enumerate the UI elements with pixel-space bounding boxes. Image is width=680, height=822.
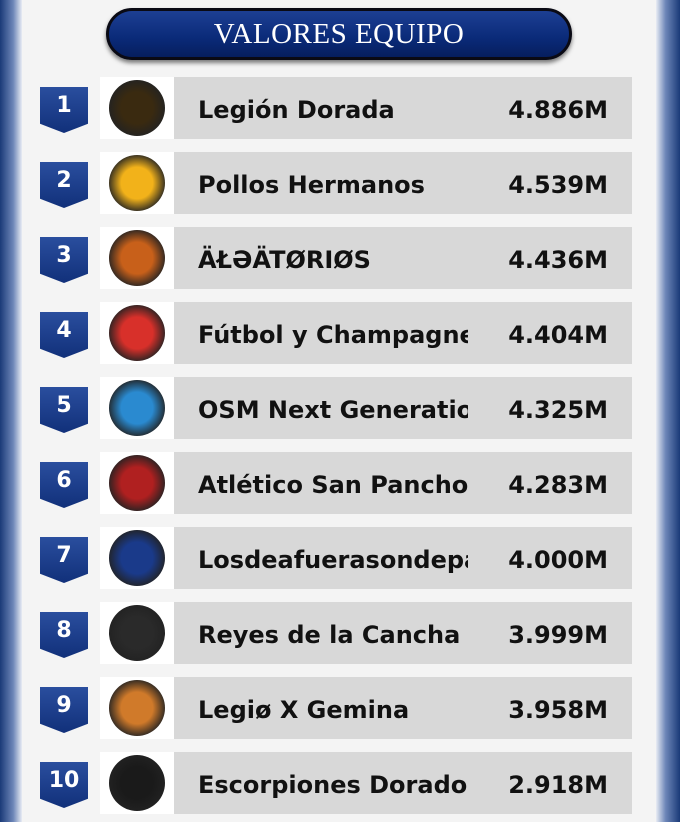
team-crest-icon [109,80,165,136]
rank-badge: 4 [40,312,88,358]
team-name: Legiø X Gemina [198,696,410,724]
team-value: 3.999M [508,621,608,649]
team-crest-icon [109,155,165,211]
team-name: Reyes de la Cancha [198,621,461,649]
team-bar: Pollos Hermanos 4.539M [174,152,632,214]
team-name: Losdeafuerasondepalo [198,546,468,574]
team-value: 4.886M [508,96,608,124]
left-border [0,0,22,822]
team-logo [100,527,174,589]
team-value: 2.918M [508,771,608,799]
team-name: OSM Next Generation [198,396,468,424]
team-crest-icon [109,455,165,511]
team-name: Fútbol y Champagne [198,321,468,349]
team-value: 4.283M [508,471,608,499]
team-bar: Losdeafuerasondepalo 4.000M [174,527,632,589]
rank-badge: 5 [40,387,88,433]
team-logo [100,602,174,664]
team-logo [100,227,174,289]
rank-badge: 3 [40,237,88,283]
team-crest-icon [109,680,165,736]
team-name: Legión Dorada [198,96,395,124]
rank-badge: 1 [40,87,88,133]
rank-badge: 6 [40,462,88,508]
team-logo [100,452,174,514]
team-crest-icon [109,230,165,286]
team-row: 8 Reyes de la Cancha 3.999M [40,602,632,664]
rank-badge: 2 [40,162,88,208]
team-row: 5 OSM Next Generation 4.325M [40,377,632,439]
team-logo [100,377,174,439]
team-value: 4.404M [508,321,608,349]
rank-badge: 10 [40,762,88,808]
team-bar: Legión Dorada 4.886M [174,77,632,139]
team-value: 4.000M [508,546,608,574]
page-title: VALORES EQUIPO [106,8,572,60]
team-crest-icon [109,530,165,586]
rank-badge: 9 [40,687,88,733]
team-name: ÄŁƏÄTØRIØS [198,246,371,274]
team-bar: Fútbol y Champagne 4.404M [174,302,632,364]
team-value: 4.325M [508,396,608,424]
team-name: Pollos Hermanos [198,171,425,199]
team-crest-icon [109,305,165,361]
team-crest-icon [109,380,165,436]
team-bar: OSM Next Generation 4.325M [174,377,632,439]
team-row: 4 Fútbol y Champagne 4.404M [40,302,632,364]
team-row: 3 ÄŁƏÄTØRIØS 4.436M [40,227,632,289]
team-bar: Legiø X Gemina 3.958M [174,677,632,739]
team-crest-icon [109,605,165,661]
team-value: 4.436M [508,246,608,274]
team-logo [100,302,174,364]
right-border [656,0,680,822]
team-row: 6 Atlético San Panchoo 4.283M [40,452,632,514]
team-row: 10 Escorpiones Dorados 2.918M [40,752,632,814]
team-bar: Escorpiones Dorados 2.918M [174,752,632,814]
team-name: Atlético San Panchoo [198,471,468,499]
team-logo [100,752,174,814]
team-bar: Atlético San Panchoo 4.283M [174,452,632,514]
team-value: 4.539M [508,171,608,199]
team-row: 1 Legión Dorada 4.886M [40,77,632,139]
rank-badge: 7 [40,537,88,583]
team-row: 9 Legiø X Gemina 3.958M [40,677,632,739]
team-logo [100,77,174,139]
team-name: Escorpiones Dorados [198,771,468,799]
team-logo [100,677,174,739]
team-value: 3.958M [508,696,608,724]
team-row: 2 Pollos Hermanos 4.539M [40,152,632,214]
team-crest-icon [109,755,165,811]
team-bar: ÄŁƏÄTØRIØS 4.436M [174,227,632,289]
team-row: 7 Losdeafuerasondepalo 4.000M [40,527,632,589]
team-logo [100,152,174,214]
rank-badge: 8 [40,612,88,658]
team-bar: Reyes de la Cancha 3.999M [174,602,632,664]
